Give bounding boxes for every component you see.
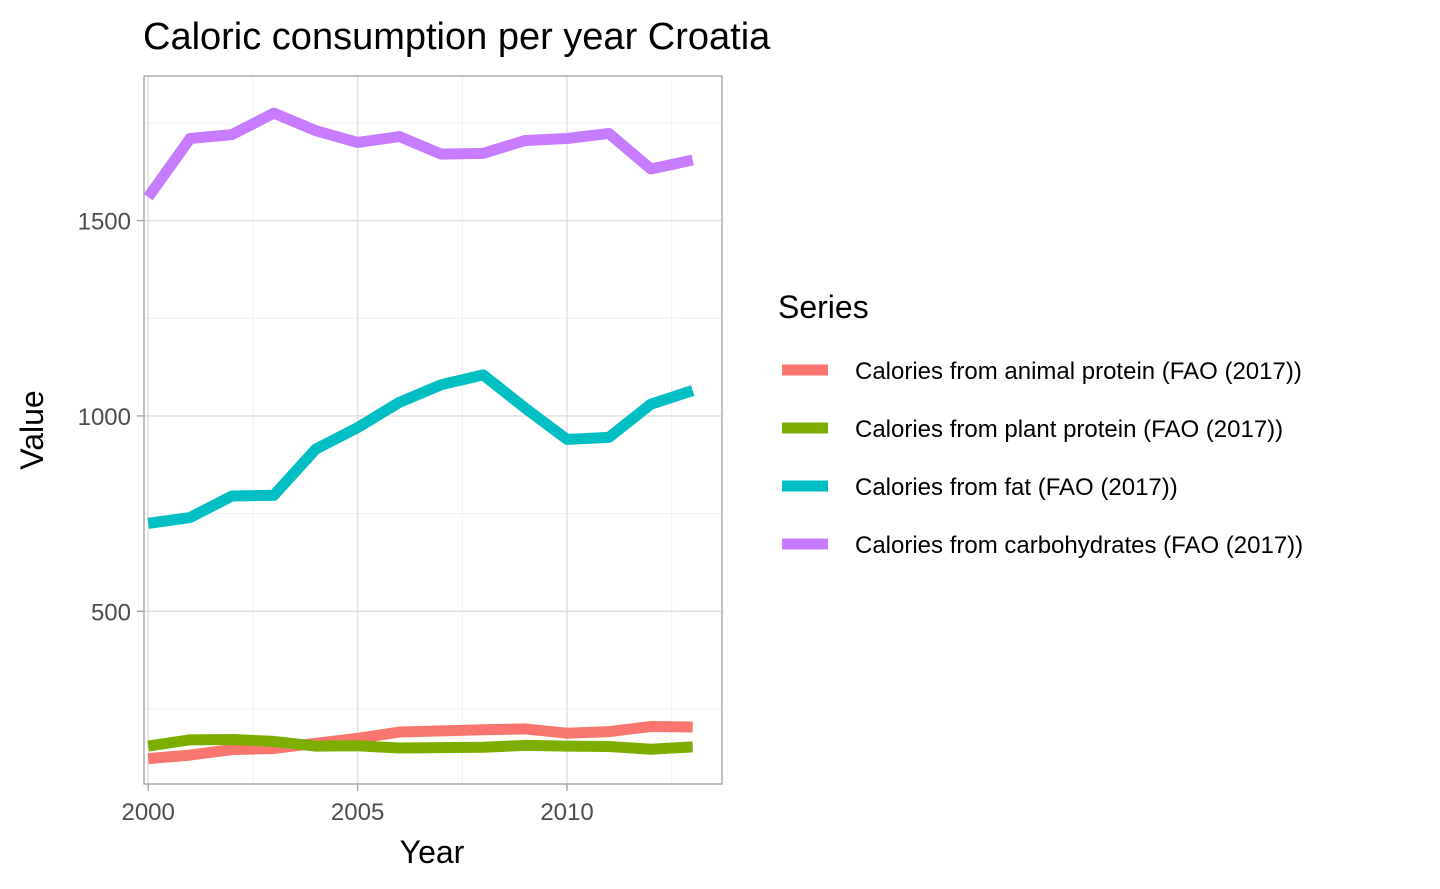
series-layer — [143, 107, 695, 765]
series-line-2 — [147, 733, 693, 755]
series-line-3 — [147, 369, 695, 529]
x-tick-label: 2005 — [331, 799, 384, 826]
legend: Series Calories from animal protein (FAO… — [778, 289, 1303, 559]
y-tick-label: 1500 — [78, 209, 131, 236]
x-tick-label: 2000 — [121, 799, 174, 826]
series-line-4 — [143, 107, 694, 201]
legend-label-1: Calories from animal protein (FAO (2017)… — [855, 358, 1302, 385]
axis-ticks: 2000 2005 2010 500 1000 1500 — [78, 209, 594, 826]
y-tick-label: 1000 — [78, 404, 131, 431]
legend-items: Calories from animal protein (FAO (2017)… — [782, 358, 1303, 559]
chart-title: Caloric consumption per year Croatia — [143, 16, 771, 58]
series-line-1 — [147, 721, 693, 765]
legend-label-4: Calories from carbohydrates (FAO (2017)) — [855, 532, 1303, 559]
x-axis-title: Year — [400, 834, 465, 870]
legend-title: Series — [778, 289, 869, 325]
y-tick-label: 500 — [91, 599, 131, 626]
plot-panel — [143, 75, 723, 785]
y-axis-title: Value — [14, 390, 50, 469]
legend-label-3: Calories from fat (FAO (2017)) — [855, 474, 1178, 501]
grid-lines — [144, 76, 722, 784]
legend-label-2: Calories from plant protein (FAO (2017)) — [855, 416, 1283, 443]
x-tick-label: 2010 — [540, 799, 593, 826]
